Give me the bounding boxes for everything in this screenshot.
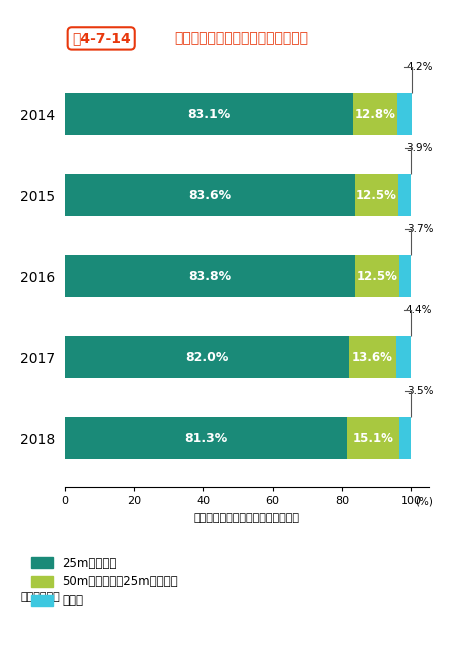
Text: 図4-7-14: 図4-7-14 <box>72 32 130 45</box>
Text: 4.2%: 4.2% <box>406 63 433 72</box>
X-axis label: 全測定地点における住居の立地割合: 全測定地点における住居の立地割合 <box>194 513 300 523</box>
Bar <box>65 336 349 378</box>
Text: 3.9%: 3.9% <box>406 143 433 153</box>
Text: 12.5%: 12.5% <box>356 189 396 202</box>
Text: 資料：環境省: 資料：環境省 <box>21 592 60 602</box>
Text: 83.1%: 83.1% <box>187 108 230 121</box>
Bar <box>396 336 411 378</box>
Text: (%): (%) <box>415 497 433 507</box>
Text: 12.5%: 12.5% <box>356 270 397 283</box>
Bar <box>65 255 355 297</box>
Text: 13.6%: 13.6% <box>352 351 393 364</box>
Bar <box>65 417 347 459</box>
Bar <box>399 417 411 459</box>
Text: 4.4%: 4.4% <box>406 305 432 315</box>
Text: 81.3%: 81.3% <box>184 432 227 445</box>
Bar <box>65 93 353 136</box>
Text: 83.8%: 83.8% <box>188 270 231 283</box>
Text: 3.5%: 3.5% <box>407 386 433 396</box>
Bar <box>398 174 411 216</box>
Text: 83.6%: 83.6% <box>188 189 231 202</box>
Bar <box>397 93 412 136</box>
Legend: 25m以内あり, 50m以内あり、25m以内なし, その他: 25m以内あり, 50m以内あり、25m以内なし, その他 <box>27 552 183 612</box>
Text: 15.1%: 15.1% <box>352 432 393 445</box>
Text: 新幹線鉄道沿線における住居の状況: 新幹線鉄道沿線における住居の状況 <box>174 32 308 45</box>
Bar <box>355 174 398 216</box>
Bar <box>353 93 397 136</box>
Text: 82.0%: 82.0% <box>185 351 229 364</box>
Bar <box>65 174 355 216</box>
Text: 3.7%: 3.7% <box>407 224 433 234</box>
Bar <box>355 255 399 297</box>
Bar <box>349 336 396 378</box>
Bar <box>399 255 411 297</box>
Text: 12.8%: 12.8% <box>355 108 396 121</box>
Bar <box>347 417 399 459</box>
